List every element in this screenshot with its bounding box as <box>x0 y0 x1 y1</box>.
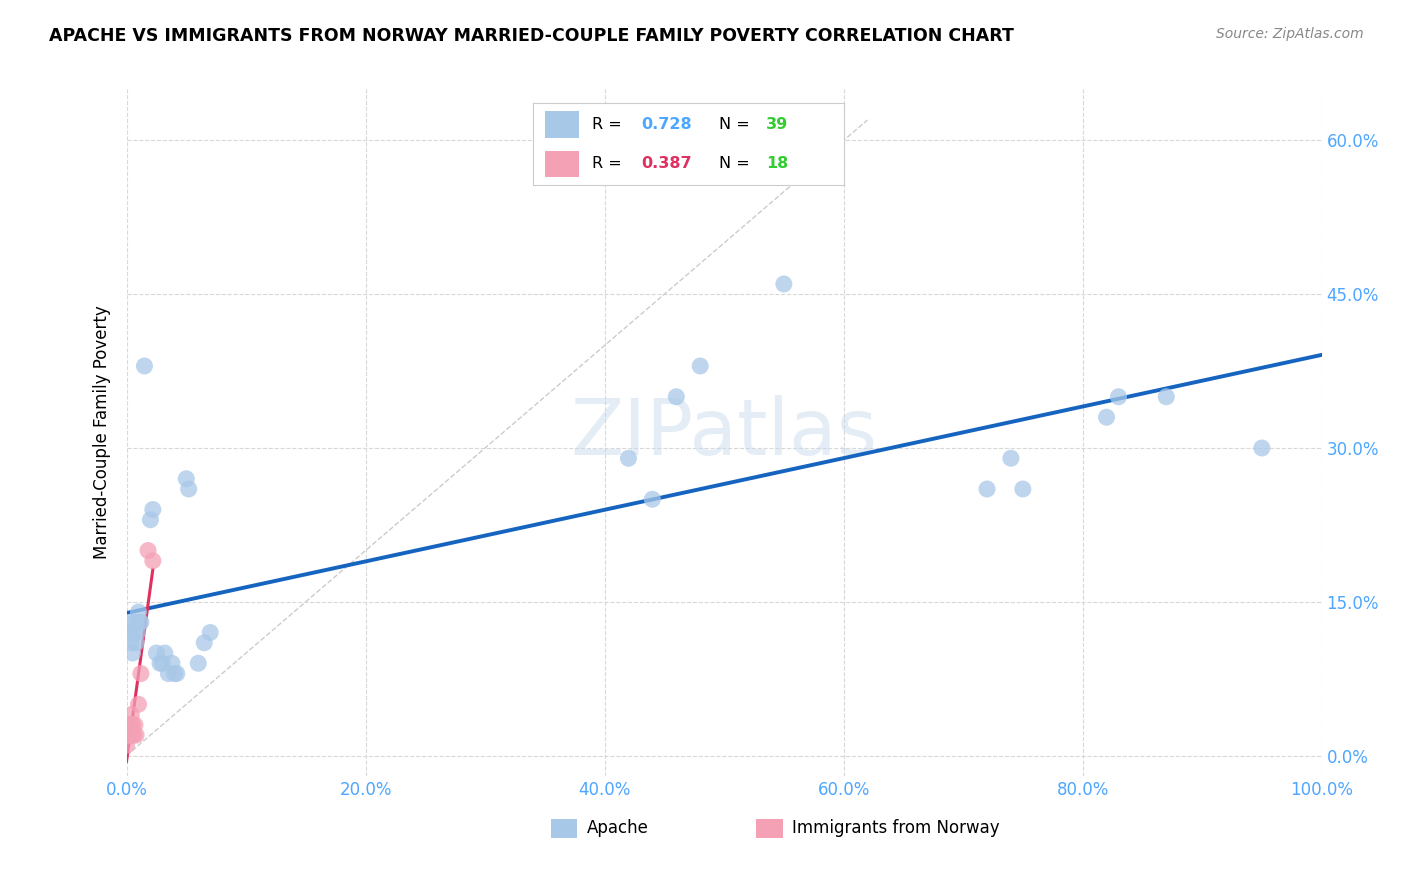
Point <box>187 657 209 671</box>
Point <box>118 718 141 732</box>
Point <box>665 390 688 404</box>
Text: Immigrants from Norway: Immigrants from Norway <box>792 819 1000 838</box>
Point <box>142 502 165 516</box>
Point <box>120 728 142 742</box>
Point <box>129 666 152 681</box>
Point <box>136 543 159 558</box>
Point <box>128 615 150 630</box>
Point <box>134 359 156 373</box>
Point <box>124 718 146 732</box>
Point <box>118 728 141 742</box>
Point <box>160 657 183 671</box>
Point <box>1095 410 1118 425</box>
Point <box>120 707 142 722</box>
Point <box>157 666 180 681</box>
Point <box>118 625 141 640</box>
Point <box>145 646 167 660</box>
Point <box>125 728 148 742</box>
Text: Source: ZipAtlas.com: Source: ZipAtlas.com <box>1216 27 1364 41</box>
Point <box>124 615 146 630</box>
Point <box>1108 390 1130 404</box>
Point <box>163 666 186 681</box>
Point <box>129 615 152 630</box>
Point <box>120 718 142 732</box>
Y-axis label: Married-Couple Family Poverty: Married-Couple Family Poverty <box>93 306 111 559</box>
Point <box>120 615 142 630</box>
Point <box>1250 441 1272 455</box>
Point <box>121 718 143 732</box>
Point <box>773 277 796 291</box>
Text: Apache: Apache <box>586 819 648 838</box>
Point <box>149 657 172 671</box>
Point <box>127 605 149 619</box>
Point <box>689 359 711 373</box>
Point <box>117 718 139 732</box>
Point <box>117 728 139 742</box>
Point <box>142 554 165 568</box>
Point <box>617 451 640 466</box>
Point <box>200 625 222 640</box>
Point <box>127 625 149 640</box>
Point <box>150 657 174 671</box>
Point <box>115 739 138 753</box>
Point <box>122 728 145 742</box>
Point <box>1011 482 1033 496</box>
Point <box>153 646 176 660</box>
Bar <box>551 819 576 838</box>
Point <box>1000 451 1022 466</box>
Point <box>1154 390 1177 404</box>
Point <box>120 636 142 650</box>
Point <box>193 636 215 650</box>
Point <box>120 728 142 742</box>
Point <box>121 728 143 742</box>
Point <box>127 698 149 712</box>
Point <box>139 513 162 527</box>
Bar <box>756 819 783 838</box>
Point <box>122 625 145 640</box>
Point <box>177 482 200 496</box>
Point <box>166 666 188 681</box>
Point <box>641 492 664 507</box>
Text: APACHE VS IMMIGRANTS FROM NORWAY MARRIED-COUPLE FAMILY POVERTY CORRELATION CHART: APACHE VS IMMIGRANTS FROM NORWAY MARRIED… <box>49 27 1014 45</box>
Point <box>125 636 148 650</box>
Point <box>976 482 998 496</box>
Point <box>121 646 143 660</box>
Point <box>174 472 197 486</box>
Text: ZIPatlas: ZIPatlas <box>571 394 877 471</box>
